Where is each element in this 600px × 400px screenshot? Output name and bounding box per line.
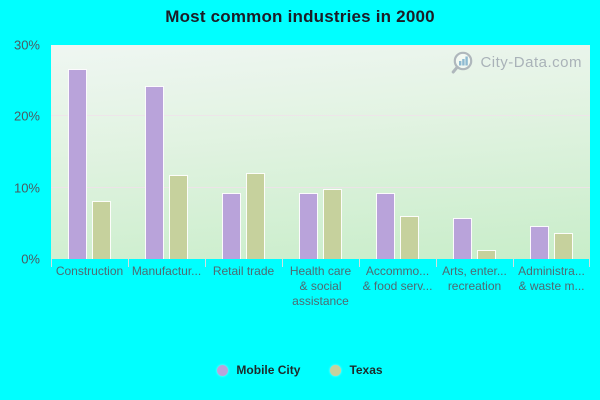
legend-swatch-mobile-city (217, 364, 229, 376)
bar-mobile-city-administra (530, 226, 549, 259)
legend-item-mobile-city: Mobile City (217, 363, 300, 377)
x-tick (204, 259, 206, 267)
x-axis-labels: Construction Manufactur... Retail trade Hea… (51, 264, 590, 309)
gridline-10 (51, 186, 590, 188)
x-tick (436, 259, 437, 267)
legend-label-mobile-city: Mobile City (236, 363, 301, 377)
chart-title: Most common industries in 2000 (165, 7, 435, 26)
x-axis-label-health-care: Health care & social assistance (289, 264, 352, 308)
legend-swatch-texas (330, 364, 342, 376)
y-axis-labels: 0% 10% 20% 30% (0, 38, 40, 267)
legend-label-texas: Texas (349, 363, 383, 377)
y-axis-label-10: 10% (13, 180, 40, 196)
bar-texas-health-care (323, 189, 342, 259)
y-axis-label-0: 0% (21, 251, 40, 267)
bar-group-construction (51, 45, 128, 259)
bar-group-administra (513, 45, 590, 259)
x-axis-label-accommo: Accommo... & food serv... (362, 264, 433, 293)
bar-mobile-city-arts-enter (453, 218, 472, 259)
plot-area: City-Data.com (51, 45, 590, 259)
bar-group-health-care (282, 45, 359, 259)
x-tick (358, 259, 360, 267)
legend-item-texas: Texas (330, 363, 383, 377)
y-axis-label-20: 20% (13, 108, 40, 124)
x-tick (513, 259, 514, 267)
bar-mobile-city-accommo (376, 193, 395, 259)
x-axis-label-arts-enter: Arts, enter... recreation (442, 264, 507, 293)
bar-group-arts-enter (436, 45, 513, 259)
bar-texas-manufactur (169, 175, 188, 259)
x-tick (127, 259, 129, 267)
bar-group-accommo (359, 45, 436, 259)
y-axis-label-30: 30% (13, 37, 40, 53)
bar-mobile-city-retail-trade (222, 193, 241, 259)
bar-texas-accommo (400, 216, 419, 259)
bar-texas-construction (92, 201, 111, 259)
bar-texas-administra (554, 233, 573, 259)
x-axis-label-construction: Construction (55, 264, 124, 278)
bar-group-retail-trade (205, 45, 282, 259)
x-tick (282, 259, 283, 267)
x-axis-label-retail-trade: Retail trade (212, 264, 275, 278)
bars-layer (51, 45, 590, 259)
x-axis-label-administra: Administra... & waste m... (518, 264, 585, 293)
bar-mobile-city-health-care (299, 193, 318, 259)
x-tick (589, 259, 590, 267)
bar-texas-arts-enter (477, 250, 496, 259)
x-axis-label-manufactur: Manufactur... (131, 264, 202, 278)
x-axis-ticks (51, 259, 590, 267)
legend: Mobile City Texas (0, 363, 600, 377)
bar-texas-retail-trade (246, 173, 265, 259)
x-tick (51, 259, 52, 267)
bar-mobile-city-manufactur (145, 86, 164, 259)
gridline-20 (51, 115, 590, 117)
bar-mobile-city-construction (68, 69, 87, 259)
bar-group-manufactur (128, 45, 205, 259)
